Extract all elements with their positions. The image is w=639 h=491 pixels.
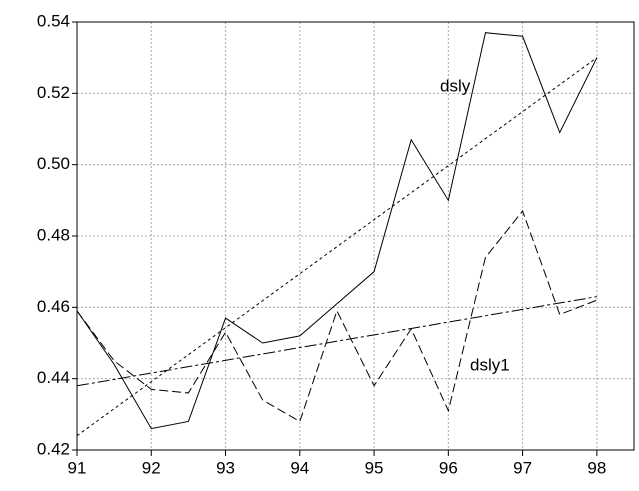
x-tick-label: 93 (216, 458, 235, 477)
x-tick-label: 94 (290, 458, 309, 477)
y-tick-label: 0.44 (37, 368, 70, 387)
x-tick-label: 91 (68, 458, 87, 477)
series-line (76, 32, 598, 430)
x-tick-label: 92 (142, 458, 161, 477)
series-label: dsly (440, 76, 471, 95)
series-line (76, 296, 597, 387)
y-tick-label: 0.46 (37, 297, 70, 316)
series-line (76, 210, 598, 423)
x-tick-label: 97 (513, 458, 532, 477)
y-tick-label: 0.54 (37, 11, 70, 30)
y-tick-label: 0.50 (37, 154, 70, 173)
x-tick-label: 96 (439, 458, 458, 477)
y-tick-label: 0.42 (37, 439, 70, 458)
x-tick-label: 98 (587, 458, 606, 477)
plot-frame (76, 21, 635, 451)
y-tick-label: 0.48 (37, 225, 70, 244)
series-line (76, 57, 598, 437)
y-tick-label: 0.52 (37, 83, 70, 102)
x-tick-label: 95 (365, 458, 384, 477)
series-label: dsly1 (470, 355, 510, 374)
